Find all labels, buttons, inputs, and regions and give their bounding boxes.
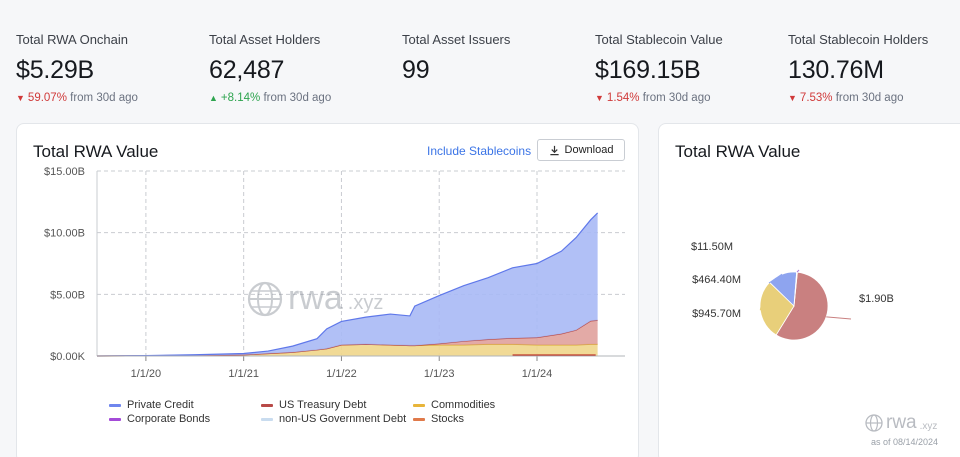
- globe-icon: [247, 281, 283, 316]
- x-tick-label: 1/1/23: [424, 368, 455, 380]
- stat-delta: 1.54%: [606, 92, 640, 104]
- legend-swatch: [413, 417, 425, 421]
- x-tick-label: 1/1/24: [522, 368, 553, 380]
- globe-icon: [865, 414, 883, 432]
- stat-delta-suffix: from 30d ago: [642, 92, 711, 104]
- download-icon: [549, 145, 559, 155]
- legend-swatch: [261, 417, 273, 421]
- stat-change: ▼ 59.07% from 30d ago: [16, 92, 138, 104]
- pie-title: Total RWA Value: [675, 142, 801, 161]
- triangle-down-icon: ▼: [595, 93, 604, 103]
- include-stablecoins-toggle[interactable]: Include Stablecoins: [427, 144, 532, 158]
- pie-slice-label: $464.40M: [692, 274, 741, 286]
- rwa-watermark: rwa .xyz: [247, 279, 383, 318]
- legend-item[interactable]: non-US Government Debt: [261, 413, 406, 425]
- x-tick-label: 1/1/21: [228, 368, 259, 380]
- stat-label: Total Stablecoin Value: [595, 32, 723, 47]
- pie-leader-line: [759, 291, 765, 311]
- stat-value: 130.76M: [788, 56, 884, 84]
- pie-slice: [775, 271, 829, 341]
- stat-stablecoin-holders: Total Stablecoin Holders 130.76M ▼ 7.53% …: [788, 32, 928, 104]
- pie-slice-label: $11.50M: [691, 241, 733, 253]
- delta-down-indicator: ▼ 7.53%: [788, 92, 833, 104]
- chart-title: Total RWA Value: [33, 142, 159, 161]
- legend-swatch: [109, 417, 121, 421]
- triangle-down-icon: ▼: [16, 93, 25, 103]
- legend-label: Private Credit: [127, 399, 194, 411]
- delta-down-indicator: ▼ 1.54%: [595, 92, 640, 104]
- area-line-private-credit: [96, 212, 599, 357]
- area-series-private-credit: [97, 212, 598, 356]
- legend-swatch: [261, 403, 273, 407]
- y-tick-label: $10.00B: [44, 228, 85, 240]
- y-tick-label: $0.00K: [50, 351, 86, 363]
- as-of-date: as of 08/14/2024: [871, 437, 939, 447]
- stat-delta: 59.07%: [27, 92, 67, 104]
- stat-label: Total Asset Issuers: [402, 32, 511, 47]
- legend-label: US Treasury Debt: [279, 399, 367, 411]
- pie-chart: $1.90B $945.70M $464.40M $11.50M: [691, 241, 894, 341]
- download-button[interactable]: Download: [537, 139, 625, 161]
- legend-swatch: [413, 403, 425, 407]
- y-tick-label: $15.00B: [44, 166, 85, 178]
- legend-label: Corporate Bonds: [127, 413, 211, 425]
- triangle-down-icon: ▼: [788, 93, 797, 103]
- stat-stablecoin-value: Total Stablecoin Value $169.15B ▼ 1.54% f…: [595, 32, 723, 104]
- rwa-value-chart-card: Total RWA Value Include Stablecoins Down…: [16, 123, 639, 457]
- pie-slice-label: $945.70M: [692, 308, 741, 320]
- legend-item[interactable]: Private Credit: [109, 399, 194, 411]
- triangle-up-icon: ▲: [209, 93, 218, 103]
- stat-label: Total RWA Onchain: [16, 32, 128, 47]
- stat-delta-suffix: from 30d ago: [70, 92, 138, 104]
- delta-down-indicator: ▼ 59.07%: [16, 92, 67, 104]
- legend-item[interactable]: Stocks: [413, 413, 464, 425]
- legend-item[interactable]: US Treasury Debt: [261, 399, 366, 411]
- legend-label: Commodities: [431, 399, 496, 411]
- download-label: Download: [564, 144, 614, 156]
- stat-delta-suffix: from 30d ago: [263, 92, 332, 104]
- legend-swatch: [109, 403, 121, 407]
- pie-leader-line: [796, 269, 800, 273]
- stat-asset-issuers: Total Asset Issuers 99: [402, 32, 510, 85]
- legend-item[interactable]: Corporate Bonds: [109, 413, 210, 425]
- stat-delta-suffix: from 30d ago: [835, 92, 904, 104]
- stat-value: 62,487: [209, 56, 285, 84]
- stat-asset-holders: Total Asset Holders 62,487 ▲ +8.14% from …: [209, 32, 331, 104]
- stat-label: Total Stablecoin Holders: [788, 32, 929, 47]
- area-series-commodities: [97, 344, 598, 356]
- stat-value: 99: [402, 56, 430, 84]
- watermark-suffix: .xyz: [347, 292, 384, 314]
- area-chart: $0.00K $5.00B $10.00B $15.00B 1/1/20 1/1/21 1/…: [44, 166, 625, 380]
- stat-change: ▼ 1.54% from 30d ago: [595, 92, 723, 104]
- legend-item[interactable]: Commodities: [413, 399, 495, 411]
- stat-change: ▲ +8.14% from 30d ago: [209, 92, 331, 104]
- x-tick-label: 1/1/20: [131, 368, 162, 380]
- stat-delta: +8.14%: [220, 92, 261, 104]
- stats-strip: Total RWA Onchain $5.29B ▼ 59.07% from 30…: [0, 0, 960, 120]
- y-tick-label: $5.00B: [50, 289, 85, 301]
- delta-up-indicator: ▲ +8.14%: [209, 92, 260, 104]
- pie-slice-label: $1.90B: [859, 293, 894, 305]
- legend-label: non-US Government Debt: [279, 413, 407, 425]
- x-tick-label: 1/1/22: [326, 368, 357, 380]
- stat-value: $169.15B: [595, 56, 701, 84]
- stat-value: $5.29B: [16, 56, 95, 84]
- pie-leader-line: [826, 316, 852, 320]
- watermark-text: rwa: [886, 412, 917, 433]
- stat-label: Total Asset Holders: [209, 32, 321, 47]
- pie-leader-line: [768, 273, 783, 284]
- watermark-text: rwa: [288, 279, 343, 317]
- stat-change: ▼ 7.53% from 30d ago: [788, 92, 928, 104]
- watermark-suffix: .xyz: [919, 420, 938, 432]
- rwa-value-pie-card: Total RWA Value $1.90B $945.70M $464.40M $1…: [658, 123, 960, 457]
- stat-delta: 7.53%: [799, 92, 833, 104]
- rwa-watermark: rwa .xyz: [865, 412, 937, 434]
- legend-label: Stocks: [431, 413, 465, 425]
- stat-total-rwa: Total RWA Onchain $5.29B ▼ 59.07% from 30…: [16, 32, 138, 104]
